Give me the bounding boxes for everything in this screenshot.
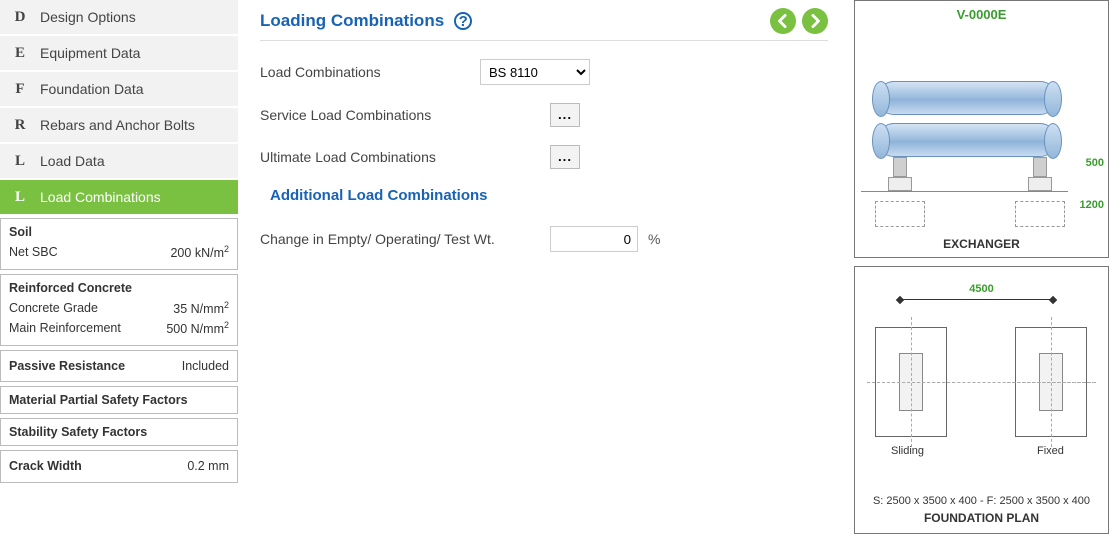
- foundation-plan-diagram: 4500 Sliding Fixed S: 2500 x 3500 x 400 …: [854, 266, 1109, 534]
- service-load-edit-button[interactable]: ...: [550, 103, 580, 127]
- help-icon[interactable]: ?: [454, 12, 472, 30]
- info-title: Soil: [9, 225, 229, 239]
- change-weight-unit: %: [648, 231, 660, 247]
- nav-key: D: [0, 9, 40, 26]
- info-value: 35 N/mm2: [173, 299, 229, 319]
- info-soil[interactable]: Soil Net SBC 200 kN/m2: [0, 218, 238, 270]
- info-label: Passive Resistance: [9, 357, 125, 376]
- nav-label: Design Options: [40, 9, 238, 25]
- service-load-label: Service Load Combinations: [260, 107, 550, 123]
- dimension-label: 1200: [1080, 199, 1104, 211]
- next-button[interactable]: [802, 8, 828, 34]
- info-crack-width[interactable]: Crack Width 0.2 mm: [0, 450, 238, 483]
- nav-key: E: [0, 45, 40, 62]
- nav-label: Load Data: [40, 153, 238, 169]
- nav-key: L: [0, 189, 40, 206]
- nav-rebars-anchor-bolts[interactable]: R Rebars and Anchor Bolts: [0, 108, 238, 142]
- info-title: Material Partial Safety Factors: [9, 393, 229, 407]
- page-title: Loading Combinations: [260, 11, 444, 31]
- prev-button[interactable]: [770, 8, 796, 34]
- nav-foundation-data[interactable]: F Foundation Data: [0, 72, 238, 106]
- footing-label: Sliding: [891, 445, 924, 457]
- info-reinforced-concrete[interactable]: Reinforced Concrete Concrete Grade 35 N/…: [0, 274, 238, 346]
- info-label: Crack Width: [9, 457, 82, 476]
- main-panel: Loading Combinations ? Load Combinations…: [238, 0, 850, 270]
- info-value: 0.2 mm: [187, 457, 229, 476]
- arrow-left-icon: [776, 14, 790, 28]
- additional-load-heading: Additional Load Combinations: [270, 187, 828, 204]
- info-material-partial-safety-factors[interactable]: Material Partial Safety Factors: [0, 386, 238, 414]
- nav-design-options[interactable]: D Design Options: [0, 0, 238, 34]
- ultimate-load-label: Ultimate Load Combinations: [260, 149, 550, 165]
- change-weight-input[interactable]: [550, 226, 638, 252]
- info-value: 500 N/mm2: [166, 319, 229, 339]
- info-label: Main Reinforcement: [9, 319, 121, 339]
- nav-label: Rebars and Anchor Bolts: [40, 117, 238, 133]
- footing-label: Fixed: [1037, 445, 1064, 457]
- nav-key: R: [0, 117, 40, 134]
- load-combinations-select[interactable]: BS 8110: [480, 59, 590, 85]
- change-weight-label: Change in Empty/ Operating/ Test Wt.: [260, 231, 550, 247]
- arrow-right-icon: [808, 14, 822, 28]
- foundation-dims-text: S: 2500 x 3500 x 400 - F: 2500 x 3500 x …: [855, 495, 1108, 507]
- dimension-label: 500: [1086, 157, 1104, 169]
- nav-key: F: [0, 81, 40, 98]
- nav-load-combinations[interactable]: L Load Combinations: [0, 180, 238, 214]
- diagram-panel: V-0000E 500 1200 EXCHANGER 4500: [850, 0, 1115, 542]
- nav-label: Equipment Data: [40, 45, 238, 61]
- info-value: 200 kN/m2: [170, 243, 229, 263]
- dimension-label: 4500: [855, 283, 1108, 295]
- diagram-title: EXCHANGER: [855, 237, 1108, 251]
- nav-load-data[interactable]: L Load Data: [0, 144, 238, 178]
- diagram-title: FOUNDATION PLAN: [855, 511, 1108, 525]
- nav-label: Load Combinations: [40, 189, 238, 205]
- exchanger-elevation-diagram: V-0000E 500 1200 EXCHANGER: [854, 0, 1109, 258]
- ultimate-load-edit-button[interactable]: ...: [550, 145, 580, 169]
- info-value: Included: [182, 357, 229, 376]
- load-combinations-label: Load Combinations: [260, 64, 480, 80]
- info-stability-safety-factors[interactable]: Stability Safety Factors: [0, 418, 238, 446]
- info-passive-resistance[interactable]: Passive Resistance Included: [0, 350, 238, 383]
- info-label: Concrete Grade: [9, 299, 98, 319]
- info-title: Reinforced Concrete: [9, 281, 229, 295]
- sidebar: D Design Options E Equipment Data F Foun…: [0, 0, 238, 483]
- nav-equipment-data[interactable]: E Equipment Data: [0, 36, 238, 70]
- nav-label: Foundation Data: [40, 81, 238, 97]
- equipment-tag: V-0000E: [855, 7, 1108, 22]
- info-label: Net SBC: [9, 243, 58, 263]
- info-title: Stability Safety Factors: [9, 425, 229, 439]
- nav-key: L: [0, 153, 40, 170]
